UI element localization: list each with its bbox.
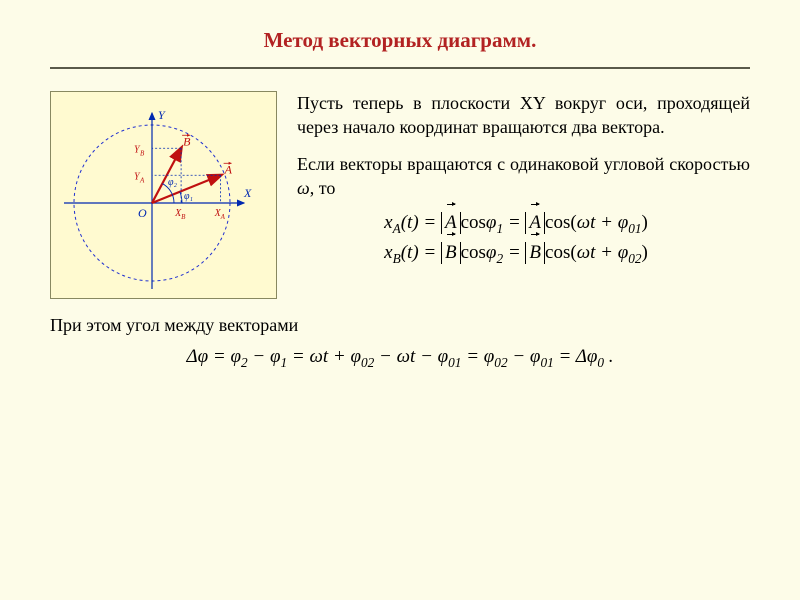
svg-text:B: B [181, 213, 186, 221]
svg-text:A: A [220, 213, 226, 221]
page-title: Метод векторных диаграмм. [50, 28, 750, 53]
text-column: Пусть теперь в плоскости XY вокруг оси, … [297, 91, 750, 272]
vector-diagram: XYOXAXBYAYBABφ₁φ₂ [50, 91, 277, 299]
paragraph-3: При этом угол между векторами [50, 315, 750, 336]
para2-prefix: Если векторы вращаются с одинаковой угло… [297, 154, 750, 174]
svg-text:A: A [139, 176, 145, 184]
omega-symbol: ω [297, 178, 310, 198]
svg-text:X: X [243, 186, 252, 200]
divider [50, 67, 750, 69]
svg-text:Y: Y [158, 108, 166, 122]
svg-text:φ₁: φ₁ [184, 191, 193, 202]
formula-xb: xB(t) = Bcosφ2 = Bcos(ωt + φ02) [282, 242, 750, 267]
para2-suffix: , то [310, 178, 336, 198]
svg-text:A: A [224, 162, 233, 176]
svg-text:φ₂: φ₂ [168, 177, 178, 188]
svg-text:O: O [138, 206, 147, 220]
paragraph-2: Если векторы вращаются с одинаковой угло… [297, 152, 750, 201]
svg-text:B: B [140, 149, 145, 157]
page: Метод векторных диаграмм. XYOXAXBYAYBABφ… [0, 0, 800, 391]
content-row: XYOXAXBYAYBABφ₁φ₂ Пусть теперь в плоскос… [50, 91, 750, 299]
diagram-svg: XYOXAXBYAYBABφ₁φ₂ [57, 98, 270, 294]
paragraph-1: Пусть теперь в плоскости XY вокруг оси, … [297, 91, 750, 140]
formula-delta-phi: Δφ = φ2 − φ1 = ωt + φ02 − ωt − φ01 = φ02… [50, 346, 750, 371]
formula-xa: xA(t) = Acosφ1 = Acos(ωt + φ01) [282, 212, 750, 237]
